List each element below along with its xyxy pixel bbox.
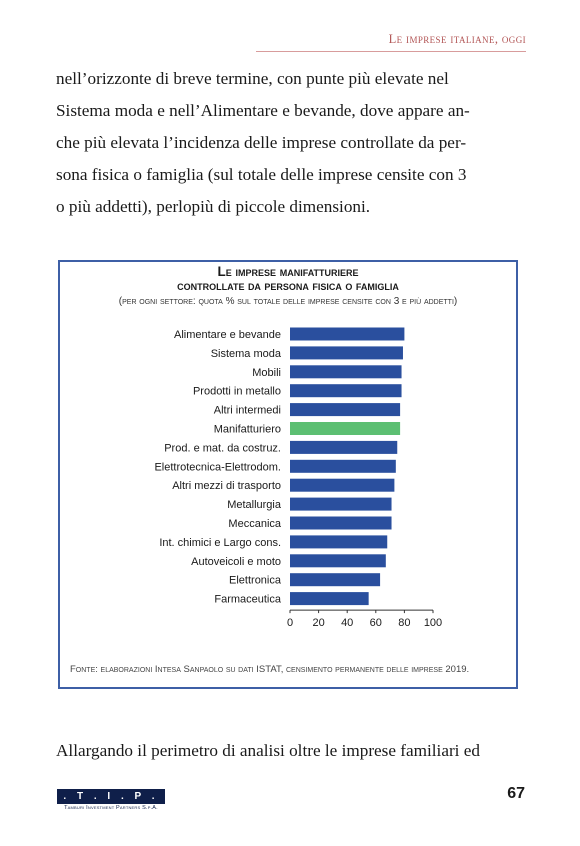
category-label: Farmaceutica [214, 594, 282, 606]
bar [290, 327, 405, 341]
category-label: Alimentare e bevande [174, 329, 281, 341]
paragraph-1-line: o più addetti), perlopiù di piccole dime… [56, 197, 371, 216]
paragraph-1-line: Sistema moda e nell’Alimentare e bevande… [56, 101, 470, 120]
tip-logo-name: Tamburi Investment Partners S.p.A. [64, 805, 158, 811]
bar [290, 535, 388, 549]
bar [290, 365, 402, 379]
category-label: Prodotti in metallo [193, 386, 281, 398]
bar [290, 516, 392, 530]
tip-logo-mark: . T . I . P . [57, 789, 165, 804]
tip-logo: . T . I . P . Tamburi Investment Partner… [57, 789, 165, 813]
chart-figure: Le imprese manifatturiere controllate da… [58, 260, 518, 689]
bar [290, 440, 398, 454]
category-label: Autoveicoli e moto [191, 556, 281, 568]
header-rule [256, 51, 526, 52]
paragraph-1: nell’orizzonte di breve termine, con pun… [56, 63, 524, 223]
category-label: Sistema moda [211, 348, 282, 360]
bar [290, 346, 403, 360]
category-label: Manifatturiero [214, 424, 281, 436]
paragraph-2: Allargando il perimetro di analisi oltre… [56, 741, 480, 760]
category-label: Metallurgia [227, 499, 282, 511]
paragraph-1-line: che più elevata l’incidenza delle impres… [56, 133, 467, 152]
chart-title: Le imprese manifatturiere controllate da… [60, 264, 516, 294]
x-tick-label: 0 [287, 617, 293, 629]
chart-source-note: Fonte: elaborazioni Intesa Sanpaolo su d… [70, 664, 470, 675]
bar [290, 592, 369, 606]
x-tick-label: 60 [370, 617, 382, 629]
category-label: Meccanica [228, 518, 281, 530]
page-number: 67 [507, 785, 525, 802]
category-label: Prod. e mat. da costruz. [164, 442, 281, 454]
chart-title-line-1: Le imprese manifatturiere [217, 264, 359, 279]
chart-subtitle: (per ogni settore: quota % sul totale de… [118, 296, 458, 307]
x-tick-label: 100 [424, 617, 442, 629]
bar [290, 384, 402, 398]
category-label: Elettronica [229, 575, 282, 587]
bar [290, 554, 386, 568]
category-label: Elettrotecnica-Elettrodom. [154, 461, 281, 473]
x-tick-label: 40 [341, 617, 353, 629]
bar [290, 478, 395, 492]
bar [290, 497, 392, 511]
running-head: Le imprese italiane, oggi [388, 32, 526, 46]
paragraph-1-line: nell’orizzonte di breve termine, con pun… [56, 69, 449, 88]
category-label: Altri mezzi di trasporto [172, 480, 281, 492]
bar [290, 459, 396, 473]
bar [290, 403, 401, 417]
category-label: Altri intermedi [214, 405, 281, 417]
bar [290, 573, 381, 587]
category-label: Int. chimici e Largo cons. [159, 537, 281, 549]
chart-title-line-2: controllate da persona fisica o famiglia [177, 279, 399, 293]
bar [290, 422, 401, 435]
x-tick-label: 20 [312, 617, 324, 629]
bar-chart: Alimentare e bevande Sistema moda Mobili Pr… [154, 327, 442, 629]
category-label: Mobili [252, 367, 281, 379]
x-tick-label: 80 [398, 617, 410, 629]
paragraph-1-line: sona fisica o famiglia (sul totale delle… [56, 165, 467, 184]
